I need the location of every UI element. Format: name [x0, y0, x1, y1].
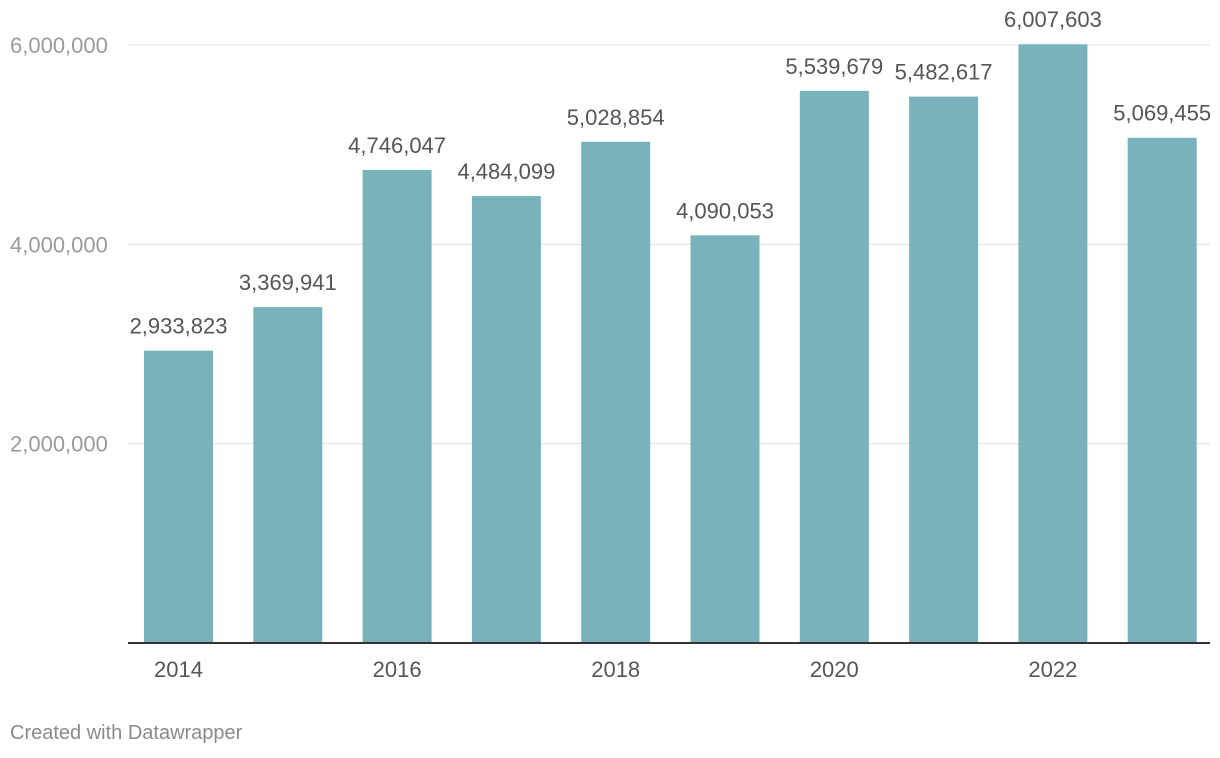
- bar-chart: 2,000,000 4,000,000 6,000,000 2,933,823 3,3…: [10, 7, 1212, 682]
- bar: [253, 307, 323, 643]
- bar-value-label: 3,369,941: [239, 270, 337, 295]
- bar: [909, 96, 979, 643]
- bar: [362, 169, 432, 644]
- bar: [690, 235, 760, 644]
- x-tick-label: 2016: [373, 657, 422, 682]
- x-tick-label: 2020: [810, 657, 859, 682]
- bar-value-label: 5,069,455: [1113, 101, 1211, 126]
- bar: [1018, 44, 1088, 643]
- label-layer: 2,933,823 3,369,941 4,746,047 4,484,099 5,02…: [130, 7, 1212, 338]
- bar-value-label: 2,933,823: [130, 314, 228, 339]
- grid-layer: 2,000,000 4,000,000 6,000,000: [10, 33, 1210, 457]
- footer-credit: Created with Datawrapper: [10, 722, 243, 744]
- bar: [144, 350, 213, 643]
- y-tick-label: 4,000,000: [10, 232, 108, 257]
- bar-value-label: 5,028,854: [567, 105, 665, 130]
- bar-value-label: 4,746,047: [348, 133, 446, 158]
- y-tick-label: 6,000,000: [10, 33, 108, 58]
- bar: [799, 90, 869, 643]
- x-tick-label: 2018: [591, 657, 640, 682]
- bar-value-label: 5,539,679: [785, 54, 883, 79]
- bar-value-label: 4,484,099: [457, 159, 555, 184]
- x-tick-label: 2022: [1028, 657, 1077, 682]
- bar-value-label: 5,482,617: [895, 60, 993, 85]
- bar: [581, 141, 651, 643]
- bar-layer: [144, 44, 1197, 644]
- axis-layer: 2014 2016 2018 2020 2022: [128, 642, 1210, 682]
- y-tick-label: 2,000,000: [10, 432, 108, 457]
- bar: [1127, 137, 1197, 643]
- bar-value-label: 4,090,053: [676, 198, 774, 223]
- x-tick-label: 2014: [154, 657, 203, 682]
- bar-value-label: 6,007,603: [1004, 7, 1102, 32]
- bar: [471, 196, 541, 644]
